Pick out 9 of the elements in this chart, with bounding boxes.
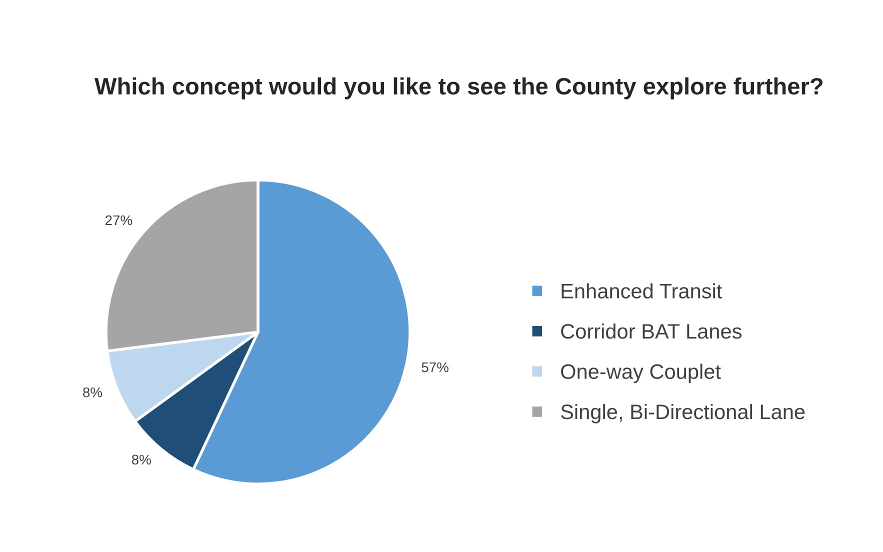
- legend-label: Corridor BAT Lanes: [561, 323, 742, 339]
- chart-title: Which concept would you like to see the County explore further?: [94, 77, 823, 100]
- data-label: 8%: [83, 387, 102, 398]
- legend-label: Enhanced Transit: [562, 283, 722, 298]
- legend-label: Single, Bi-Directional Lane: [561, 404, 805, 424]
- data-label: 57%: [422, 362, 448, 372]
- data-label: 27%: [105, 215, 132, 226]
- data-label: 8%: [132, 454, 151, 465]
- legend-label: One-way Couplet: [561, 364, 721, 384]
